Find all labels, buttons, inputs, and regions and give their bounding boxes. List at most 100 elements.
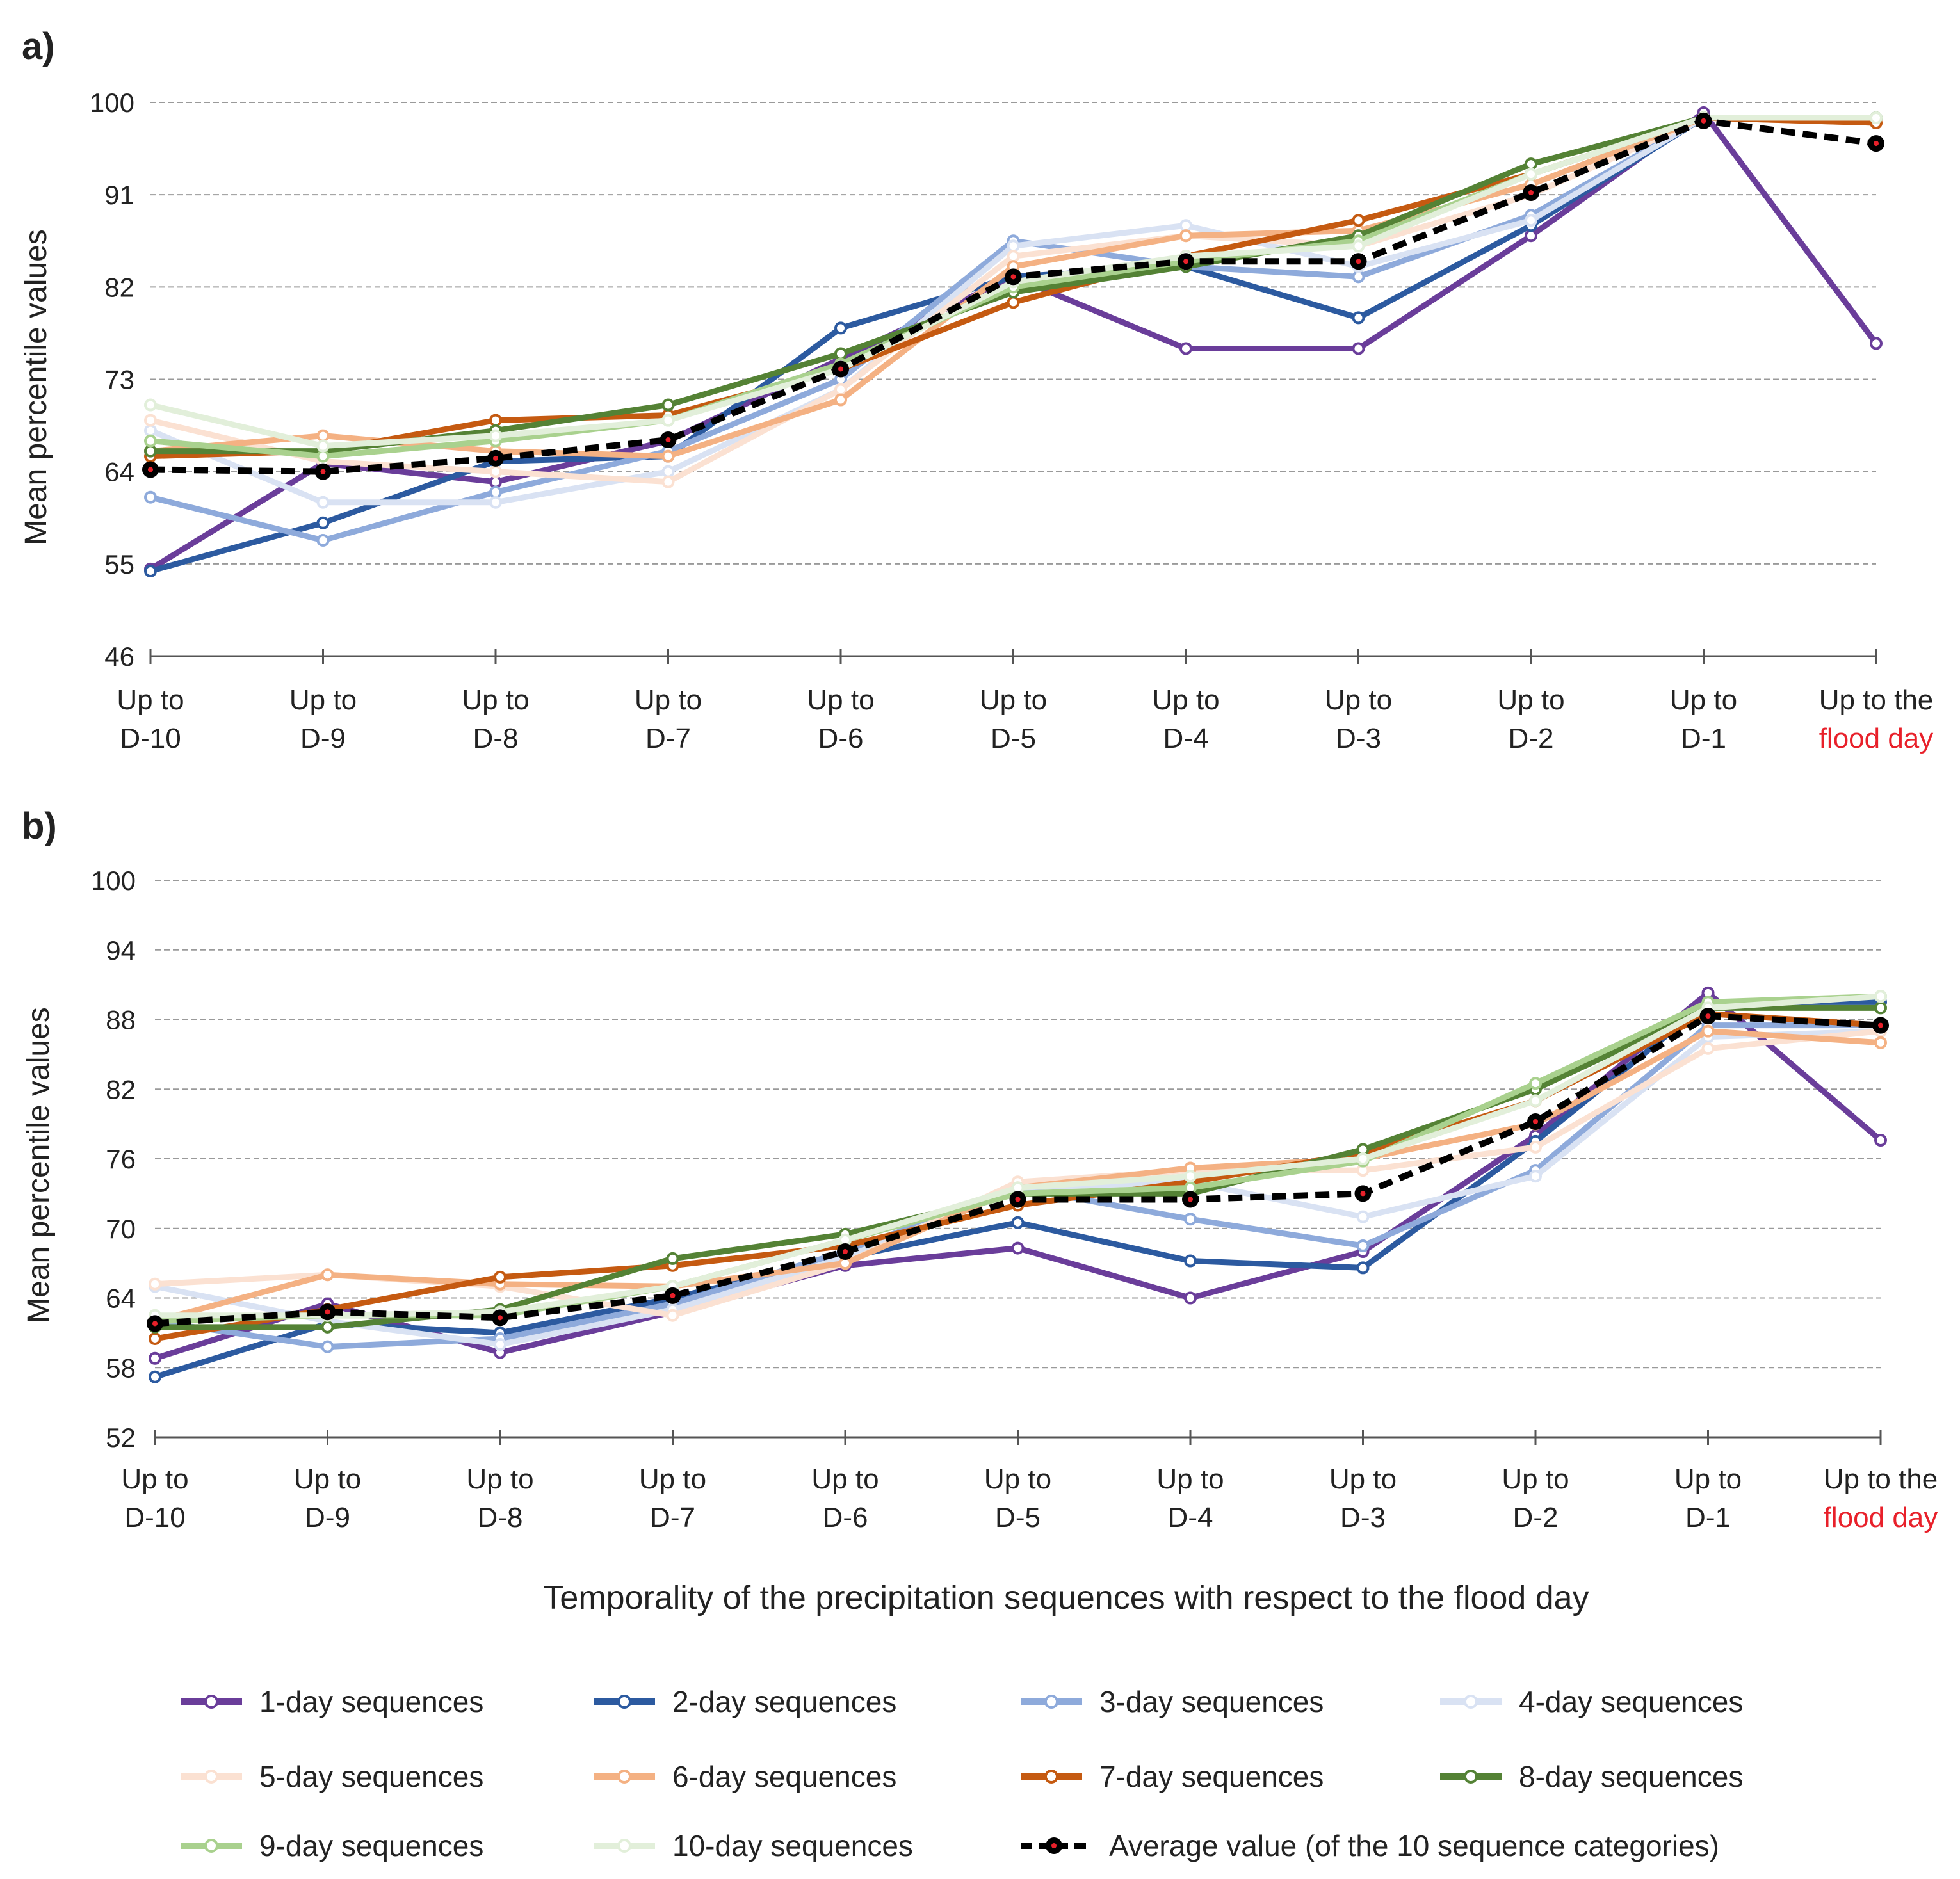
data-point [834,393,847,407]
x-tick-label: Up to [635,684,702,716]
legend-label: 10-day sequences [672,1829,913,1862]
legend-item: 7-day sequences [1021,1760,1324,1793]
legend-item: 10-day sequences [594,1829,913,1862]
y-tick-label: 94 [106,935,136,965]
legend-label: 7-day sequences [1099,1760,1324,1793]
legend-label: Average value (of the 10 sequence catego… [1109,1829,1719,1862]
y-tick-label: 70 [106,1214,136,1244]
data-point [1179,219,1192,232]
legend-marker [204,1695,218,1709]
data-point [1529,1094,1542,1108]
data-point [1525,229,1537,243]
data-point [834,347,847,360]
data-point [144,398,157,412]
x-tick-label: D-10 [120,723,181,754]
average-point-center [838,366,843,372]
data-point [1874,990,1887,1003]
data-point [149,1277,161,1291]
x-tick-label: Up to [980,684,1047,716]
grid: 46 55 64 73 82 91 100 [90,88,1876,672]
x-tick-label: D-10 [124,1502,185,1533]
y-tick-label: 58 [106,1353,136,1383]
series-average [142,112,1884,480]
y-axis-title: Mean percentile values [19,229,53,545]
x-tick-label: Up to the [1824,1464,1938,1495]
data-point [489,475,502,488]
average-point-center [1705,1013,1711,1019]
legend-item: 6-day sequences [594,1760,896,1793]
average-point-center [1356,259,1361,264]
x-tick-label: Up to the [1819,684,1934,716]
legend-label: 9-day sequences [259,1829,483,1862]
x-tick-label: Up to [289,684,357,716]
data-point [666,1252,679,1265]
data-point [144,434,157,448]
series-3-day [144,111,1883,547]
x-tick-label: D-4 [1168,1502,1213,1533]
y-tick-label: 64 [106,1284,136,1314]
legend-item: 4-day sequences [1440,1685,1743,1718]
data-point [1874,1001,1887,1015]
data-point [494,1270,506,1284]
x-tick-label: Up to [462,684,529,716]
x-tick-label: D-4 [1163,723,1209,754]
y-tick-label: 88 [106,1005,136,1035]
x-tick-label: Up to [121,1464,188,1495]
data-point [661,398,675,412]
data-point [1352,311,1365,325]
x-tick-label: Up to [1325,684,1392,716]
x-tick-label: D-8 [473,723,519,754]
x-tick-label: Up to [807,684,874,716]
data-point [1701,1042,1715,1055]
data-point [661,465,675,478]
data-point [1007,239,1020,253]
data-point [144,424,157,437]
legend-label: 8-day sequences [1519,1760,1743,1793]
average-point-center [1015,1197,1021,1202]
average-point-center [152,1321,158,1327]
average-point-center [493,455,498,461]
legend-marker [1464,1695,1478,1709]
data-point [321,1340,334,1353]
legend-item: 2-day sequences [594,1685,896,1718]
data-point [1356,1239,1370,1252]
series-average [147,1008,1889,1332]
data-point [321,1268,334,1282]
x-tick-label: Up to [1156,1464,1224,1495]
legend-marker-center [1051,1843,1057,1848]
data-point [1352,239,1365,253]
y-tick-label: 46 [104,641,134,672]
data-point [1007,296,1020,309]
data-point [144,490,157,504]
average-point-center [1183,259,1188,264]
data-point [1011,1216,1025,1229]
data-point [489,465,502,478]
data-point [1525,214,1537,227]
legend-marker [617,1839,631,1853]
y-tick-label: 100 [90,88,134,118]
x-axis: Up to D-10 Up to D-9 Up to D-8 Up to D-7 Up to D-… [121,1430,1938,1533]
x-tick-label: D-7 [645,723,691,754]
legend-item: 3-day sequences [1021,1685,1324,1718]
x-tick-label: Up to [639,1464,706,1495]
data-point [1352,214,1365,227]
legend-item: 1-day sequences [181,1685,483,1718]
average-point-center [843,1249,848,1254]
y-tick-label: 64 [104,457,134,487]
data-point [149,1370,161,1383]
data-point [1529,1170,1542,1183]
legend-label: 1-day sequences [259,1685,483,1718]
data-point [1184,1291,1197,1305]
data-point [494,1338,506,1351]
data-point [1529,1140,1542,1154]
data-point [661,475,675,488]
legend-item: 5-day sequences [181,1760,483,1793]
x-tick-label: D-9 [305,1502,350,1533]
series-lines [142,106,1884,578]
legend-marker [617,1770,631,1784]
x-tick-label: D-5 [991,723,1036,754]
x-tick-label: D-3 [1336,723,1381,754]
y-tick-label: 52 [106,1423,136,1453]
data-point [316,439,330,453]
data-point [489,429,502,442]
